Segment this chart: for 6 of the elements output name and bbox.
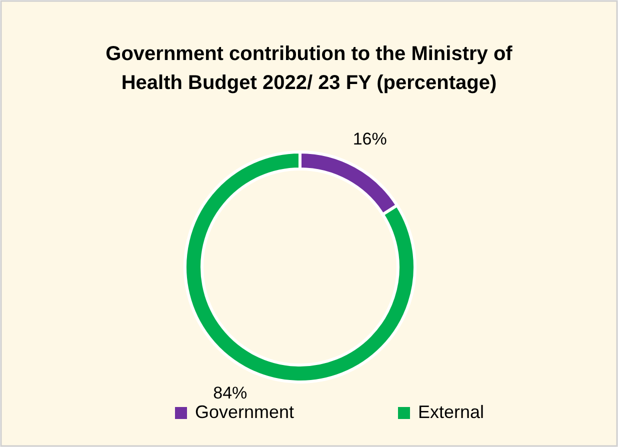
chart-title: Government contribution to the Ministry of Health Budget 2022/ 23 FY (percentage)	[106, 43, 513, 94]
legend-label: External	[418, 402, 484, 422]
data-label: 16%	[352, 129, 387, 148]
legend-label: Government	[195, 402, 294, 422]
data-label: 84%	[213, 384, 248, 403]
donut-slice	[184, 150, 416, 384]
